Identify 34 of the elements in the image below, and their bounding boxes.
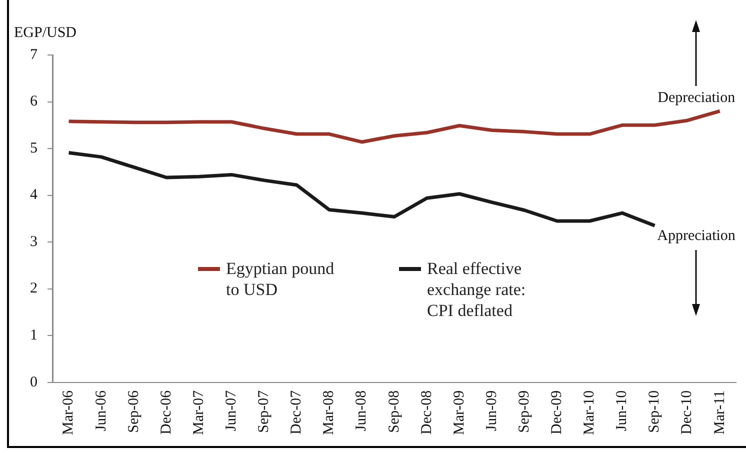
x-tick-label: Mar-07 xyxy=(190,390,207,435)
x-tick-label: Mar-08 xyxy=(321,390,338,435)
annotation: Appreciation xyxy=(657,228,736,246)
x-tick-label: Sep-06 xyxy=(126,390,142,433)
x-tick-label: Dec-08 xyxy=(418,390,435,434)
x-tick-label: Sep-08 xyxy=(386,390,402,433)
y-tick-label: 1 xyxy=(30,327,38,344)
x-tick-label: Jun-06 xyxy=(93,390,110,432)
x-tick-label: Mar-11 xyxy=(712,390,728,434)
x-tick-label: Jun-08 xyxy=(354,390,370,432)
x-tick-label: Mar-10 xyxy=(582,390,598,435)
y-tick-label: 2 xyxy=(30,280,38,297)
y-tick-label: 7 xyxy=(30,46,38,63)
y-tick-label: 5 xyxy=(30,140,38,156)
x-tick-label: Sep-10 xyxy=(646,390,663,433)
x-tick-label: Jun-10 xyxy=(614,390,630,432)
x-tick-label: Mar-09 xyxy=(451,390,468,435)
annotation: Depreciation xyxy=(658,90,736,107)
y-tick-label: 4 xyxy=(30,187,38,204)
y-axis-title: EGP/USD xyxy=(14,25,77,42)
y-tick-label: 6 xyxy=(30,94,38,110)
x-tick-label: Jun-09 xyxy=(484,390,500,432)
x-tick-label: Dec-07 xyxy=(288,390,305,434)
legend-label: Egyptian pound to USD xyxy=(226,258,336,300)
legend-label: Real effective exchange rate: CPI deflated xyxy=(427,258,527,321)
x-tick-label: Jun-07 xyxy=(223,390,240,432)
y-tick-label: 0 xyxy=(30,374,38,390)
x-tick-label: Sep-09 xyxy=(516,390,532,433)
x-tick-label: Dec-10 xyxy=(679,390,696,434)
x-tick-label: Sep-07 xyxy=(256,390,272,433)
x-tick-label: Dec-09 xyxy=(549,390,566,434)
y-tick-label: 3 xyxy=(30,234,38,250)
x-tick-label: Mar-06 xyxy=(60,390,77,435)
x-tick-label: Dec-06 xyxy=(158,390,174,434)
